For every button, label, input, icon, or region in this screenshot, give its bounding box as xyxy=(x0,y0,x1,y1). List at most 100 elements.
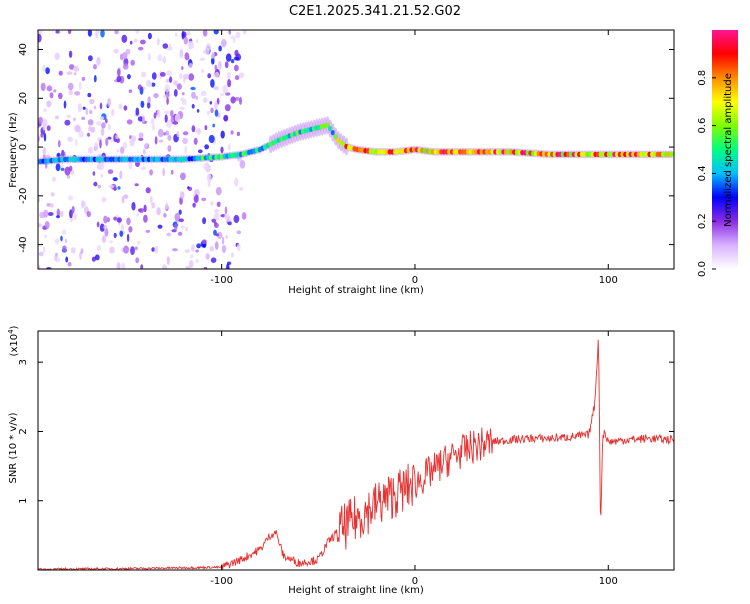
spectrogram-noise-dot xyxy=(176,83,182,90)
spectrogram-noise-dot xyxy=(60,167,65,171)
spectrogram-noise-dot xyxy=(154,136,158,145)
spectrogram-noise-dot xyxy=(225,92,231,96)
spectrogram-noise-dot xyxy=(179,191,185,200)
spectrogram-noise-dot xyxy=(182,73,189,80)
spectrogram-noise-dot xyxy=(165,202,169,210)
spectrogram-noise-dot xyxy=(114,30,119,35)
spectrogram-noise-dot xyxy=(215,186,222,196)
snr-y-tick-label: 2 xyxy=(18,428,29,434)
spectrogram-noise-dot xyxy=(228,30,231,35)
spectrogram-noise-dot xyxy=(126,217,131,226)
spectrogram-noise-dot xyxy=(236,230,242,235)
spectrogram-x-axis-label: Height of straight line (km) xyxy=(288,285,424,296)
spectrogram-noise-dot xyxy=(67,136,73,142)
spectrogram-noise-dot xyxy=(62,245,67,252)
spectrogram-noise-dot xyxy=(157,38,160,46)
spectrogram-noise-dot xyxy=(241,212,247,220)
spectrogram-noise-dot xyxy=(103,224,108,230)
spectrogram-noise-dot xyxy=(101,197,107,202)
spectrogram-noise-dot xyxy=(153,112,157,119)
spectrogram-noise-dot xyxy=(210,79,215,88)
spectrogram-noise-dot xyxy=(66,175,71,179)
spectrogram-noise-dot xyxy=(143,204,147,213)
spectrogram-noise-dot xyxy=(87,30,92,37)
spectrogram-noise-dot xyxy=(45,67,50,75)
snr-background xyxy=(38,331,674,570)
spectrogram-noise-dot xyxy=(181,30,185,40)
spectrogram-noise-dot xyxy=(172,121,179,125)
spectrogram-noise-dot xyxy=(218,45,222,52)
spectrogram-noise-dot xyxy=(188,260,194,268)
spectrogram-noise-dot xyxy=(211,218,216,223)
spectrogram-noise-dot xyxy=(50,192,55,197)
spectrogram-noise-dot xyxy=(129,40,133,45)
spectrogram-noise-dot xyxy=(42,118,48,128)
spectrogram-noise-dot xyxy=(113,232,117,238)
spectrogram-noise-dot xyxy=(44,234,48,239)
spectrogram-noise-dot xyxy=(107,136,112,140)
spectrogram-noise-dot xyxy=(167,134,172,141)
spectrogram-noise-dot xyxy=(174,223,178,231)
spectrogram-noise-dot xyxy=(204,144,210,150)
spectrogram-noise-dot xyxy=(230,59,235,64)
spectrogram-noise-dot xyxy=(67,82,74,91)
spectrogram-noise-dot xyxy=(64,166,71,176)
spectrogram-noise-dot xyxy=(60,235,63,242)
spectrogram-noise-dot xyxy=(234,75,240,81)
spectrogram-noise-dot xyxy=(226,216,231,223)
spectrogram-noise-dot xyxy=(174,113,181,123)
spectrogram-noise-dot xyxy=(64,119,71,126)
spectrogram-noise-dot xyxy=(63,100,67,109)
spectrogram-noise-dot xyxy=(58,70,63,76)
spectrogram-noise-dot xyxy=(116,149,120,153)
spectrogram-noise-dot xyxy=(101,235,107,243)
spectrogram-noise-dot xyxy=(107,169,114,175)
spectrogram-noise-dot xyxy=(214,64,218,71)
spectrogram-noise-dot xyxy=(149,169,154,176)
spectrogram-noise-dot xyxy=(210,201,214,206)
spectrogram-noise-dot xyxy=(42,246,46,253)
spectrogram-x-tick-label: -100 xyxy=(210,275,233,286)
spectrogram-noise-dot xyxy=(184,52,190,61)
spectrogram-noise-dot xyxy=(118,103,123,110)
spectrogram-noise-dot xyxy=(73,117,76,122)
spectrogram-noise-dot xyxy=(115,134,119,140)
spectrogram-noise-dot xyxy=(195,95,198,100)
spectrogram-noise-dot xyxy=(213,86,219,91)
spectrogram-noise-dot xyxy=(94,254,100,261)
spectrogram-noise-dot xyxy=(164,114,168,123)
spectrogram-noise-dot xyxy=(154,245,159,254)
spectrogram-noise-dot xyxy=(121,262,126,269)
spectrogram-noise-dot xyxy=(138,137,144,141)
spectrogram-noise-dot xyxy=(105,118,108,124)
spectrogram-noise-dot xyxy=(169,76,173,83)
spectrogram-noise-dot xyxy=(163,110,170,115)
spectrogram-noise-dot xyxy=(75,138,78,147)
spectrogram-noise-dot xyxy=(128,226,133,233)
spectrogram-noise-dot xyxy=(188,40,194,50)
spectrogram-noise-layer xyxy=(38,30,247,269)
spectrogram-noise-dot xyxy=(113,48,119,54)
spectrogram-noise-dot xyxy=(202,97,208,103)
spectrogram-noise-dot xyxy=(147,96,151,104)
spectrogram-noise-dot xyxy=(226,263,230,269)
spectrogram-noise-dot xyxy=(47,212,54,216)
spectrogram-noise-dot xyxy=(128,89,133,93)
spectrogram-noise-dot xyxy=(201,68,205,73)
spectrogram-noise-dot xyxy=(214,109,219,117)
spectrogram-noise-dot xyxy=(51,176,57,182)
spectrogram-noise-dot xyxy=(224,206,228,215)
spectrogram-noise-dot xyxy=(213,222,219,228)
spectrogram-noise-dot xyxy=(149,195,153,204)
spectrogram-noise-dot xyxy=(191,104,195,109)
spectrogram-noise-dot xyxy=(242,30,247,35)
spectrogram-noise-dot xyxy=(100,30,105,38)
spectrogram-noise-dot xyxy=(233,56,240,61)
spectrogram-plot: -100 0 100 40 20 0 -20 -40 Height of straight … xyxy=(8,29,675,296)
spectrogram-noise-dot xyxy=(122,141,128,149)
spectrogram-noise-dot xyxy=(97,184,102,189)
spectrogram-noise-dot xyxy=(95,30,99,39)
spectrogram-noise-dot xyxy=(209,101,213,105)
spectrogram-noise-dot xyxy=(54,254,58,262)
